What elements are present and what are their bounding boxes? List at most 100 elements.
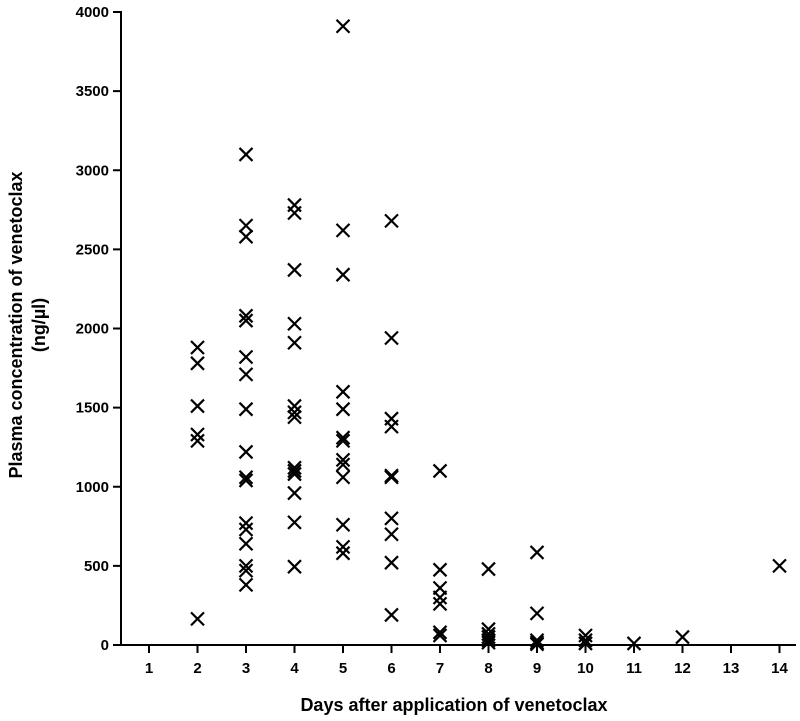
- x-tick-label: 1: [145, 660, 153, 677]
- x-tick-label: 14: [771, 660, 788, 677]
- data-point: [238, 469, 254, 485]
- data-point: [287, 409, 302, 425]
- x-tick-label: 8: [484, 660, 492, 677]
- data-point: [335, 545, 351, 561]
- y-axis-title-line1: Plasma concentration of venetoclax: [6, 171, 26, 478]
- data-point: [335, 433, 351, 449]
- data-point: [335, 267, 351, 282]
- x-tick-label: 13: [723, 660, 740, 677]
- data-point: [481, 561, 496, 577]
- y-tick-label: 2000: [76, 321, 109, 338]
- data-point: [287, 205, 302, 221]
- data-point: [335, 430, 351, 445]
- data-point: [190, 427, 205, 442]
- data-point: [238, 349, 254, 365]
- data-point: [384, 555, 399, 570]
- data-point: [529, 636, 545, 652]
- data-point: [384, 419, 399, 434]
- y-tick-label: 3000: [76, 162, 109, 179]
- x-tick-label: 7: [436, 660, 444, 677]
- data-point: [287, 335, 302, 351]
- data-point: [287, 515, 302, 530]
- data-point: [238, 473, 254, 488]
- y-tick-label: 0: [101, 637, 109, 654]
- data-point: [287, 559, 302, 574]
- data-point: [335, 401, 351, 417]
- data-point: [190, 356, 205, 371]
- data-point: [287, 460, 302, 476]
- data-point: [578, 632, 593, 648]
- x-tick-label: 9: [533, 660, 541, 677]
- data-point: [238, 313, 254, 328]
- data-point: [578, 636, 593, 651]
- y-axis-title-line2: (ng/µl): [29, 298, 49, 352]
- data-point: [238, 367, 254, 382]
- data-point: [238, 147, 254, 162]
- data-point: [529, 545, 545, 560]
- data-point: [335, 384, 351, 400]
- data-point: [238, 577, 254, 593]
- data-point: [190, 611, 205, 627]
- data-point: [335, 517, 351, 533]
- x-tick-label: 6: [387, 660, 395, 677]
- x-tick-label: 3: [242, 660, 250, 677]
- data-point: [238, 563, 254, 578]
- x-tick-label: 10: [577, 660, 594, 677]
- data-point: [287, 463, 302, 479]
- data-point: [335, 539, 351, 555]
- data-point: [675, 629, 690, 645]
- y-tick-label: 3500: [76, 83, 109, 100]
- data-point: [238, 308, 254, 324]
- data-point: [432, 590, 448, 605]
- data-point: [287, 405, 302, 420]
- data-point: [481, 635, 496, 650]
- data-point: [238, 401, 254, 417]
- y-tick-label: 1500: [76, 400, 109, 417]
- data-point: [529, 635, 545, 650]
- x-axis: 1 2 3 4 5 6 7 8 9 10 11 12 13 14: [120, 644, 796, 677]
- data-point: [238, 536, 254, 551]
- data-point: [190, 433, 205, 449]
- data-point: [772, 558, 787, 574]
- data-point: [432, 628, 448, 643]
- data-point: [384, 213, 399, 229]
- data-point: [335, 223, 351, 238]
- data-point: [238, 522, 254, 537]
- data-point: [384, 526, 399, 542]
- data-point: [335, 18, 351, 34]
- data-point: [238, 444, 254, 460]
- x-axis-title: Days after application of venetoclax: [300, 695, 607, 715]
- data-point: [384, 469, 399, 485]
- data-point: [432, 596, 448, 612]
- data-point: [190, 340, 205, 355]
- data-point: [384, 607, 399, 623]
- data-point: [481, 629, 496, 645]
- data-point: [384, 468, 399, 483]
- x-tick-label: 12: [674, 660, 691, 677]
- y-axis: 0 500 1000 1500 2000 2500 3000 3500 4000: [76, 4, 122, 654]
- data-point: [190, 398, 205, 414]
- data-point: [626, 636, 642, 651]
- data-point: [335, 452, 351, 468]
- x-tick-label: 5: [339, 660, 347, 677]
- y-tick-label: 2500: [76, 241, 109, 258]
- data-point: [238, 229, 254, 244]
- x-tick-label: 11: [626, 660, 642, 677]
- data-point: [335, 457, 351, 472]
- data-point: [529, 606, 545, 621]
- data-point: [287, 316, 302, 332]
- x-tick-label: 4: [290, 660, 299, 677]
- y-tick-label: 500: [84, 558, 109, 575]
- data-point: [238, 558, 254, 574]
- data-point: [335, 469, 351, 485]
- data-point: [287, 485, 302, 501]
- data-point: [287, 262, 302, 278]
- data-point: [529, 632, 545, 648]
- data-point: [384, 330, 399, 346]
- y-tick-label: 1000: [76, 479, 109, 496]
- data-point: [432, 562, 448, 578]
- data-point: [384, 511, 399, 526]
- data-point: [432, 625, 448, 640]
- x-tick-label: 2: [193, 660, 201, 677]
